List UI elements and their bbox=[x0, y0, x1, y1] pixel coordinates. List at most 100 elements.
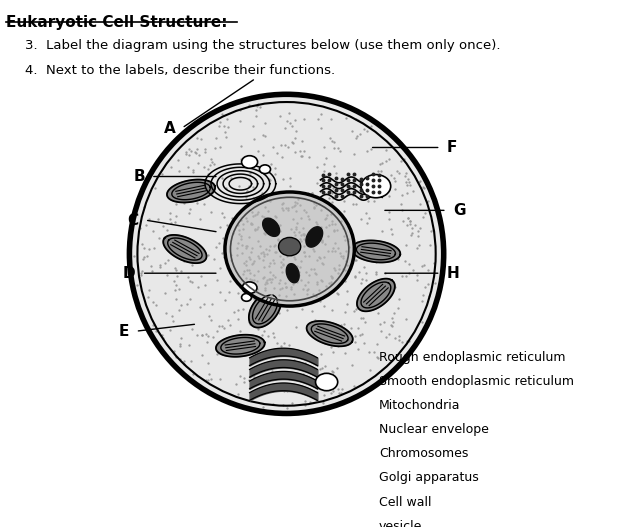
Point bbox=[341, 247, 351, 255]
Point bbox=[281, 282, 291, 291]
Point bbox=[358, 314, 368, 322]
Point bbox=[351, 256, 361, 265]
Point bbox=[283, 289, 293, 297]
Point bbox=[417, 262, 427, 270]
Point bbox=[327, 306, 337, 315]
Point bbox=[319, 160, 329, 168]
Point bbox=[195, 134, 205, 143]
Point bbox=[190, 148, 200, 156]
Point bbox=[145, 245, 155, 253]
Point bbox=[339, 320, 349, 328]
Point bbox=[353, 116, 363, 124]
Point bbox=[359, 339, 369, 347]
Point bbox=[138, 240, 148, 248]
Point bbox=[235, 267, 245, 275]
Point bbox=[352, 345, 362, 354]
Point bbox=[317, 285, 327, 293]
Point bbox=[210, 242, 220, 251]
Point bbox=[312, 278, 322, 286]
Point bbox=[377, 159, 387, 167]
Polygon shape bbox=[216, 335, 265, 357]
Point bbox=[359, 125, 369, 133]
Point bbox=[278, 260, 288, 269]
Point bbox=[413, 232, 423, 241]
Point bbox=[233, 289, 244, 297]
Point bbox=[247, 278, 257, 287]
Point bbox=[337, 385, 347, 393]
Point bbox=[202, 329, 212, 338]
Point bbox=[301, 229, 311, 238]
Point bbox=[260, 278, 270, 286]
Point bbox=[203, 165, 213, 173]
Point bbox=[259, 327, 269, 335]
Point bbox=[384, 350, 394, 359]
Ellipse shape bbox=[242, 282, 257, 294]
Point bbox=[300, 251, 310, 260]
Point bbox=[348, 190, 358, 199]
Point bbox=[176, 266, 186, 275]
Point bbox=[326, 277, 336, 286]
Point bbox=[418, 213, 428, 222]
Point bbox=[390, 282, 400, 291]
Point bbox=[300, 268, 310, 276]
Point bbox=[344, 242, 354, 251]
Point bbox=[175, 355, 185, 363]
Point bbox=[321, 223, 331, 231]
Point bbox=[326, 343, 336, 351]
Point bbox=[342, 257, 352, 265]
Point bbox=[284, 109, 294, 117]
Point bbox=[265, 275, 275, 284]
Point bbox=[167, 163, 177, 171]
Point bbox=[167, 312, 177, 320]
Point bbox=[276, 289, 286, 297]
Point bbox=[266, 290, 276, 299]
Point bbox=[314, 252, 324, 261]
Point bbox=[219, 324, 229, 333]
Point bbox=[282, 117, 292, 125]
Point bbox=[154, 235, 164, 243]
Point bbox=[316, 331, 326, 339]
Point bbox=[304, 243, 314, 251]
Point bbox=[336, 251, 346, 260]
Point bbox=[254, 100, 264, 108]
Point bbox=[136, 271, 146, 279]
Point bbox=[199, 200, 209, 208]
Point bbox=[304, 270, 314, 279]
Point bbox=[287, 225, 297, 233]
Point bbox=[212, 327, 222, 335]
Point bbox=[280, 292, 290, 300]
Point bbox=[303, 212, 313, 220]
Point bbox=[307, 307, 317, 315]
Ellipse shape bbox=[279, 238, 300, 256]
Point bbox=[229, 307, 239, 316]
Point bbox=[236, 282, 246, 291]
Point bbox=[373, 171, 383, 180]
Point bbox=[175, 340, 185, 348]
Text: D: D bbox=[123, 266, 136, 281]
Point bbox=[257, 330, 267, 339]
Point bbox=[305, 259, 315, 268]
Point bbox=[319, 302, 329, 310]
Polygon shape bbox=[306, 227, 322, 247]
Point bbox=[300, 208, 310, 217]
Point bbox=[197, 330, 207, 339]
Point bbox=[215, 142, 225, 151]
Point bbox=[221, 133, 231, 141]
Point bbox=[245, 383, 255, 391]
Point bbox=[233, 221, 243, 230]
Point bbox=[244, 175, 254, 183]
Point bbox=[330, 191, 340, 199]
Point bbox=[239, 377, 249, 386]
Point bbox=[289, 252, 299, 261]
Point bbox=[389, 173, 399, 182]
Point bbox=[258, 131, 268, 139]
Point bbox=[239, 259, 249, 267]
Point bbox=[327, 220, 337, 228]
Point bbox=[351, 256, 361, 264]
Point bbox=[200, 145, 210, 153]
Point bbox=[219, 253, 229, 261]
Point bbox=[364, 305, 374, 314]
Point bbox=[399, 154, 409, 163]
Point bbox=[325, 134, 335, 143]
Point bbox=[170, 266, 180, 275]
